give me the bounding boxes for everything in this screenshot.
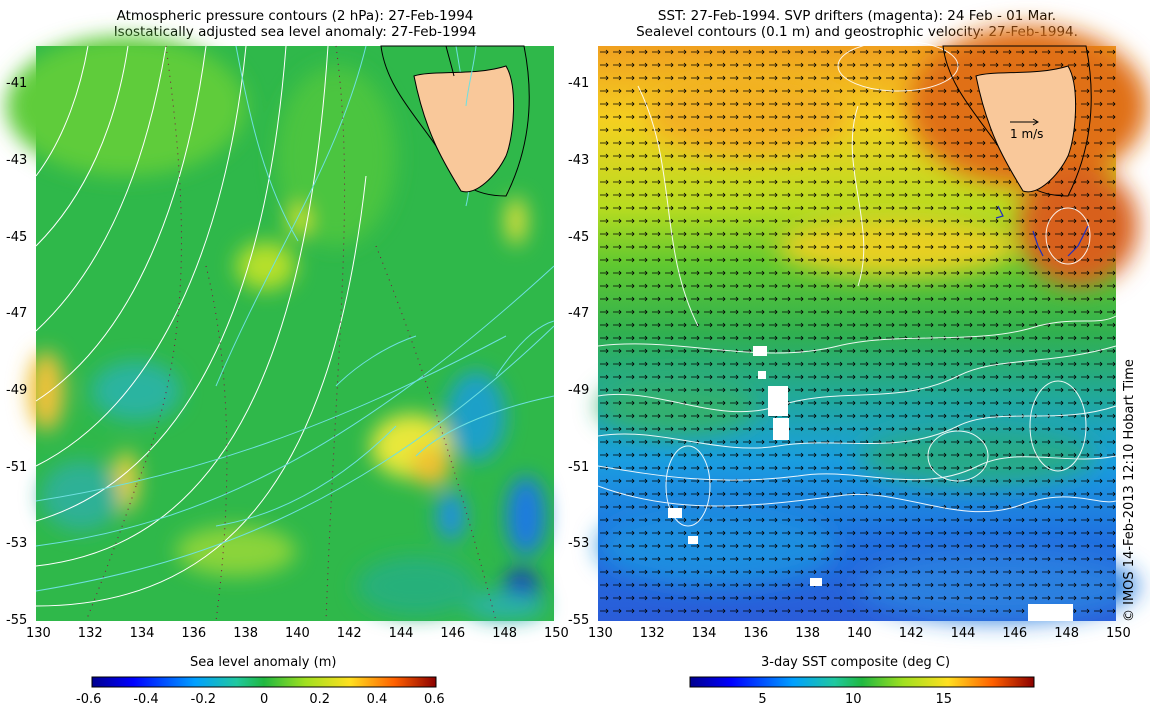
right-title-line2: Sealevel contours (0.1 m) and geostrophi… — [636, 24, 1078, 40]
left-y-tick: -53 — [6, 536, 28, 552]
left-x-tick: 136 — [181, 626, 207, 641]
left-x-tick: 150 — [544, 626, 569, 641]
left-x-tick: 144 — [388, 626, 414, 641]
copyright-text: © IMOS 14-Feb-2013 12:10 Hobart Time — [1122, 359, 1137, 622]
left-y-tick: -55 — [6, 613, 28, 628]
left-colorbar-tick: -0.6 — [76, 692, 102, 707]
right-x-tick: 134 — [691, 626, 717, 641]
right-y-tick: -53 — [568, 536, 590, 552]
right-x-tick: 138 — [795, 626, 821, 641]
left-title-line1: Atmospheric pressure contours (2 hPa): 2… — [116, 8, 474, 24]
left-x-tick: 146 — [440, 626, 466, 641]
right-y-tick: -47 — [568, 306, 590, 322]
right-x-tick: 144 — [950, 626, 976, 641]
right-y-tick: -45 — [568, 229, 590, 245]
left-colorbar-tick: -0.2 — [190, 692, 217, 707]
left-x-tick: 140 — [285, 626, 310, 641]
left-colorbar-tick: 0.6 — [424, 692, 445, 707]
left-x-tick: 134 — [129, 626, 155, 641]
left-colorbar-tick: 0 — [260, 692, 269, 707]
left-y-tick: -41 — [6, 76, 28, 92]
right-y-tick: -55 — [568, 613, 590, 628]
left-y-tick: -43 — [6, 153, 28, 168]
left-colorbar-tick: 0.4 — [366, 692, 388, 707]
left-x-tick: 138 — [233, 626, 259, 641]
left-colorbar-label: Sea level anomaly (m) — [190, 655, 337, 670]
left-colorbar-tick: 0.2 — [309, 692, 331, 707]
right-colorbar-tick: 10 — [844, 692, 862, 707]
right-x-tick: 130 — [588, 626, 613, 641]
left-x-tick: 130 — [26, 626, 51, 641]
velocity-scale-arrow — [1010, 118, 1039, 126]
right-x-tick: 150 — [1106, 626, 1131, 641]
right-y-tick: -51 — [568, 459, 590, 475]
right-title-line1: SST: 27-Feb-1994. SVP drifters (magenta)… — [657, 8, 1057, 24]
tasmania-land — [975, 65, 1076, 193]
right-x-tick: 146 — [1002, 626, 1028, 641]
velocity-scale-label: 1 m/s — [1010, 127, 1043, 141]
tasmania-land — [413, 65, 514, 193]
left-x-tick: 148 — [492, 626, 518, 641]
right-x-tick: 142 — [898, 626, 924, 641]
left-map — [6, 36, 555, 622]
right-y-tick: -41 — [568, 76, 590, 92]
right-x-tick: 136 — [743, 626, 769, 641]
right-x-tick: 132 — [639, 626, 665, 641]
left-y-tick: -47 — [6, 306, 28, 322]
left-y-tick: -49 — [6, 383, 28, 398]
right-x-tick: 140 — [847, 626, 872, 641]
right-colorbar-label: 3-day SST composite (deg C) — [761, 655, 951, 670]
right-x-tick: 148 — [1054, 626, 1080, 641]
left-x-tick: 142 — [336, 626, 362, 641]
right-y-tick: -49 — [568, 383, 590, 398]
left-title-line2: Isostatically adjusted sea level anomaly… — [113, 24, 477, 40]
right-y-tick: -43 — [568, 153, 590, 168]
left-colorbar — [91, 676, 437, 688]
right-map: 1 m/s — [597, 26, 1148, 621]
right-colorbar-tick: 15 — [935, 692, 953, 707]
right-colorbar-tick: 5 — [758, 692, 767, 707]
left-y-tick: -45 — [6, 229, 28, 245]
left-x-tick: 132 — [77, 626, 103, 641]
right-colorbar — [689, 676, 1035, 688]
left-colorbar-tick: -0.4 — [133, 692, 159, 707]
left-y-tick: -51 — [6, 459, 28, 475]
